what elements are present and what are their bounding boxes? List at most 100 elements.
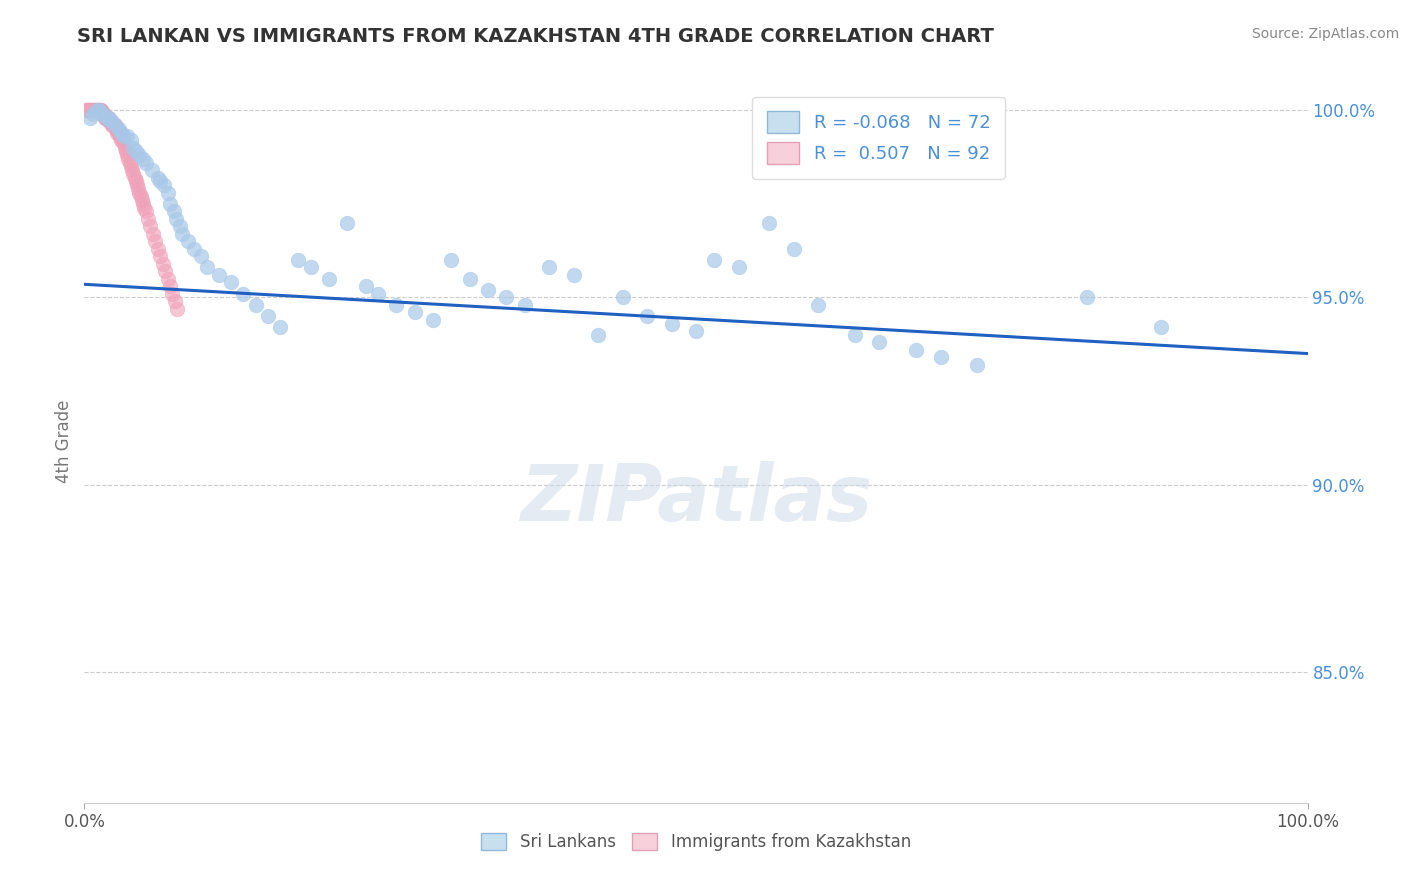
Point: [107, 126, 129, 140]
Point: [844, 327, 866, 342]
Point: [84, 103, 107, 118]
Point: [905, 343, 928, 357]
Point: [114, 141, 136, 155]
Point: [149, 174, 172, 188]
Point: [495, 290, 517, 304]
Point: [87, 103, 110, 118]
Point: [165, 211, 187, 226]
Point: [87, 103, 110, 118]
Point: [105, 126, 128, 140]
Point: [79, 103, 101, 118]
Point: [97, 111, 120, 125]
Point: [96, 111, 118, 125]
Point: [107, 126, 129, 140]
Point: [93, 107, 115, 121]
Point: [115, 148, 138, 162]
Point: [118, 155, 141, 169]
Point: [685, 324, 707, 338]
Point: [612, 290, 634, 304]
Point: [75, 103, 97, 118]
Point: [146, 170, 169, 185]
Point: [97, 114, 120, 128]
Point: [98, 114, 121, 128]
Point: [100, 114, 122, 128]
Point: [120, 160, 142, 174]
Point: [96, 111, 118, 125]
Point: [125, 145, 148, 159]
Point: [156, 186, 179, 200]
Point: [103, 118, 125, 132]
Point: [929, 351, 952, 365]
Point: [132, 152, 155, 166]
Point: [86, 103, 108, 118]
Point: [153, 264, 176, 278]
Point: [83, 103, 105, 118]
Point: [105, 122, 128, 136]
Point: [112, 129, 135, 144]
Point: [87, 103, 110, 118]
Point: [87, 103, 110, 118]
Point: [152, 257, 174, 271]
Point: [104, 118, 127, 132]
Point: [80, 103, 103, 118]
Point: [76, 103, 98, 118]
Point: [122, 167, 145, 181]
Point: [318, 271, 340, 285]
Point: [422, 313, 444, 327]
Point: [172, 227, 194, 241]
Point: [162, 286, 184, 301]
Point: [90, 103, 112, 118]
Point: [562, 268, 585, 282]
Point: [84, 103, 107, 118]
Point: [100, 114, 122, 128]
Point: [141, 163, 163, 178]
Point: [79, 111, 101, 125]
Point: [77, 103, 100, 118]
Point: [77, 103, 100, 118]
Point: [336, 215, 359, 229]
Point: [142, 227, 165, 241]
Point: [79, 103, 101, 118]
Point: [269, 320, 291, 334]
Point: [91, 107, 114, 121]
Point: [869, 335, 891, 350]
Point: [513, 298, 536, 312]
Point: [159, 279, 181, 293]
Point: [124, 170, 146, 185]
Point: [77, 103, 100, 118]
Point: [96, 111, 118, 125]
Point: [661, 317, 683, 331]
Text: SRI LANKAN VS IMMIGRANTS FROM KAZAKHSTAN 4TH GRADE CORRELATION CHART: SRI LANKAN VS IMMIGRANTS FROM KAZAKHSTAN…: [77, 27, 994, 45]
Point: [807, 298, 830, 312]
Point: [97, 111, 120, 125]
Point: [245, 298, 267, 312]
Point: [190, 249, 212, 263]
Point: [87, 103, 110, 118]
Point: [90, 103, 112, 118]
Point: [966, 358, 988, 372]
Point: [156, 271, 179, 285]
Point: [219, 276, 242, 290]
Point: [128, 186, 150, 200]
Point: [82, 107, 104, 121]
Point: [101, 118, 124, 132]
Point: [91, 107, 114, 121]
Y-axis label: 4th Grade: 4th Grade: [55, 400, 73, 483]
Point: [177, 234, 200, 248]
Point: [105, 122, 128, 136]
Point: [77, 103, 100, 118]
Point: [125, 178, 148, 193]
Point: [477, 283, 499, 297]
Point: [299, 260, 322, 275]
Point: [136, 211, 159, 226]
Point: [80, 103, 103, 118]
Point: [166, 301, 188, 316]
Point: [232, 286, 254, 301]
Point: [169, 219, 191, 234]
Point: [97, 114, 120, 128]
Point: [163, 294, 186, 309]
Point: [110, 126, 132, 140]
Point: [107, 122, 129, 136]
Point: [115, 145, 138, 159]
Point: [94, 111, 117, 125]
